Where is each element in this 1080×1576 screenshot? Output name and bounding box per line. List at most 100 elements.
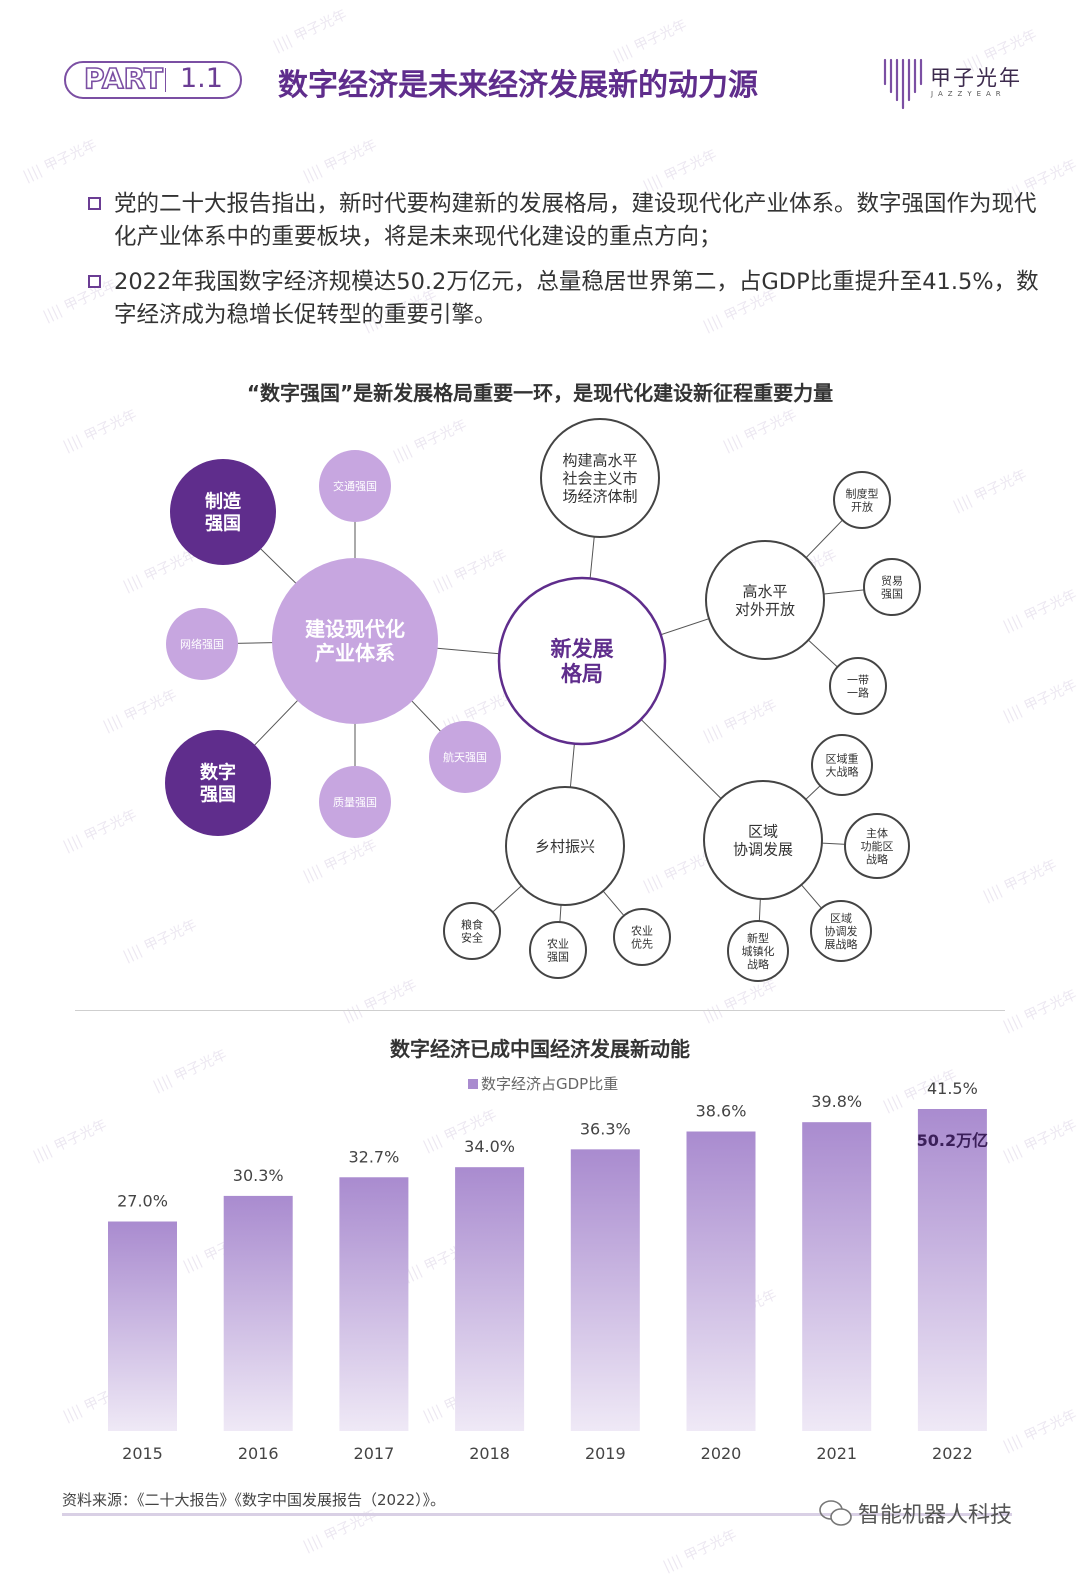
watermark-logo-icon: |||| 甲子光年 xyxy=(880,1066,960,1115)
hub-new-pattern-label: 新发展格局 xyxy=(551,637,614,686)
logo-subtext: JAZZYEAR xyxy=(931,90,1006,98)
watermark-logo-icon: |||| 甲子光年 xyxy=(60,1376,140,1425)
node-rural-revitalization xyxy=(505,786,625,906)
node-opening-child xyxy=(833,471,891,529)
hub-modern-industry-label: 建设现代化产业体系 xyxy=(305,617,405,665)
x-tick-label: 2016 xyxy=(238,1444,279,1463)
bar xyxy=(570,1149,640,1431)
part-label: PART xyxy=(83,61,164,96)
page-title: 数字经济是未来经济发展新的动力源 xyxy=(278,68,758,103)
node-strong-nation-label: 航天强国 xyxy=(443,750,487,764)
bar-value-label: 36.3% xyxy=(580,1119,631,1138)
hub-modern-industry xyxy=(272,558,438,724)
node-region-child-label: 新型城镇化战略 xyxy=(742,931,775,971)
node-region-child-label: 区域协调发展战略 xyxy=(825,912,858,951)
node-strong-nation xyxy=(429,721,501,793)
node-rural-child xyxy=(529,921,587,979)
bar-value-label: 32.7% xyxy=(348,1147,399,1166)
logo-mark-icon xyxy=(883,58,923,110)
node-strong-nation xyxy=(319,450,391,522)
node-strong-nation xyxy=(166,608,238,680)
node-market-economy xyxy=(540,418,660,538)
watermark-logo-icon: |||| 甲子光年 xyxy=(660,1526,740,1575)
logo-text: 甲子光年 xyxy=(930,66,1022,90)
bullet-item: 党的二十大报告指出，新时代要构建新的发展格局，建设现代化产业体系。数字强国作为现… xyxy=(88,188,1058,254)
node-rural-child-label: 粮食安全 xyxy=(461,917,483,944)
node-rural-revitalization-label: 乡村振兴 xyxy=(535,837,595,855)
node-opening-child xyxy=(829,657,887,715)
hub-new-pattern xyxy=(497,576,667,746)
legend-swatch xyxy=(468,1079,478,1089)
node-region-child xyxy=(727,920,789,982)
node-strong-nation-label: 交通强国 xyxy=(333,479,377,493)
bullet-text: 2022年我国数字经济规模达50.2万亿元，总量稳居世界第二，占GDP比重提升至… xyxy=(114,269,1039,328)
x-tick-label: 2017 xyxy=(354,1444,395,1463)
watermark-logo-icon: |||| 甲子光年 xyxy=(300,136,380,185)
node-strong-nation xyxy=(319,766,391,838)
diagram-title: “数字强国”是新发展格局重要一环，是现代化建设新征程重要力量 xyxy=(246,381,834,405)
node-rural-child xyxy=(443,902,501,960)
node-regional-development xyxy=(703,780,823,900)
node-region-child xyxy=(844,813,910,879)
chart-legend: 数字经济占GDP比重 xyxy=(468,1073,618,1094)
watermark-logo-icon: |||| 甲子光年 xyxy=(1000,1406,1080,1455)
watermark-logo-icon: |||| 甲子光年 xyxy=(270,6,350,55)
watermark-logo-icon: |||| 甲子光年 xyxy=(400,1236,480,1285)
wechat-icon xyxy=(819,1500,852,1526)
node-strong-nation-label: 数字强国 xyxy=(200,762,236,806)
bullet-text: 党的二十大报告指出，新时代要构建新的发展格局，建设现代化产业体系。数字强国作为现… xyxy=(114,191,1037,250)
watermark-logo-icon: |||| 甲子光年 xyxy=(420,1376,500,1425)
node-rural-child xyxy=(613,908,671,966)
watermark-logo-icon: |||| 甲子光年 xyxy=(20,136,100,185)
node-regional-development-label: 区域协调发展 xyxy=(733,822,793,858)
watermark-logo-icon: |||| 甲子光年 xyxy=(180,1226,260,1275)
x-tick-label: 2018 xyxy=(469,1444,510,1463)
bar xyxy=(802,1122,872,1431)
square-bullet-icon xyxy=(88,197,101,210)
watermark-logo-icon: |||| 甲子光年 xyxy=(300,1506,380,1555)
bar-value-label: 34.0% xyxy=(464,1137,515,1156)
bar-value-label: 30.3% xyxy=(233,1166,284,1185)
bar-annotation: 50.2万亿 xyxy=(917,1131,988,1150)
source-note: 资料来源：《二十大报告》《数字中国发展报告（2022）》。 xyxy=(62,1491,446,1509)
x-tick-label: 2022 xyxy=(932,1444,973,1463)
node-strong-nation xyxy=(165,730,271,836)
x-tick-label: 2015 xyxy=(122,1444,163,1463)
legend-label: 数字经济占GDP比重 xyxy=(481,1075,619,1093)
bar xyxy=(686,1131,756,1431)
bar xyxy=(108,1221,177,1431)
part-divider xyxy=(165,68,166,92)
node-region-child-label: 主体功能区战略 xyxy=(861,826,894,866)
node-opening-child-label: 一带一路 xyxy=(847,673,869,699)
bar xyxy=(339,1177,409,1431)
bar xyxy=(223,1195,293,1431)
node-opening-child-label: 贸易强国 xyxy=(881,574,903,600)
node-strong-nation-label: 制造强国 xyxy=(205,491,241,535)
watermark-logo-icon: |||| 甲子光年 xyxy=(30,1116,110,1165)
bar-value-label: 38.6% xyxy=(696,1102,747,1121)
watermark-logo-icon: |||| 甲子光年 xyxy=(610,16,690,65)
node-rural-child-label: 农业优先 xyxy=(631,923,653,950)
chart-title: 数字经济已成中国经济发展新动能 xyxy=(390,1037,690,1061)
square-bullet-icon xyxy=(88,275,101,288)
watermark-logo-icon: |||| 甲子光年 xyxy=(420,1106,500,1155)
node-region-child xyxy=(811,734,873,796)
node-opening-up-label: 高水平对外开放 xyxy=(735,582,795,618)
part-badge xyxy=(64,61,242,99)
bar-value-label: 39.8% xyxy=(811,1092,862,1111)
node-region-child xyxy=(810,900,872,962)
footer-line xyxy=(62,1513,1012,1516)
watermark-logo-icon: |||| 甲子光年 xyxy=(700,1286,780,1335)
section-divider xyxy=(75,1010,1005,1011)
x-tick-label: 2019 xyxy=(585,1444,626,1463)
watermark-logo-icon: |||| 甲子光年 xyxy=(1000,1116,1080,1165)
wechat-account-name: 智能机器人科技 xyxy=(858,1503,1013,1528)
bar xyxy=(917,1109,987,1431)
bar xyxy=(455,1167,525,1431)
bar-value-label: 27.0% xyxy=(117,1192,168,1211)
node-region-child-label: 区域重大战略 xyxy=(826,751,859,778)
node-market-economy-label: 构建高水平社会主义市场经济体制 xyxy=(562,451,637,505)
node-rural-child-label: 农业强国 xyxy=(547,936,569,963)
node-opening-up xyxy=(705,540,825,660)
